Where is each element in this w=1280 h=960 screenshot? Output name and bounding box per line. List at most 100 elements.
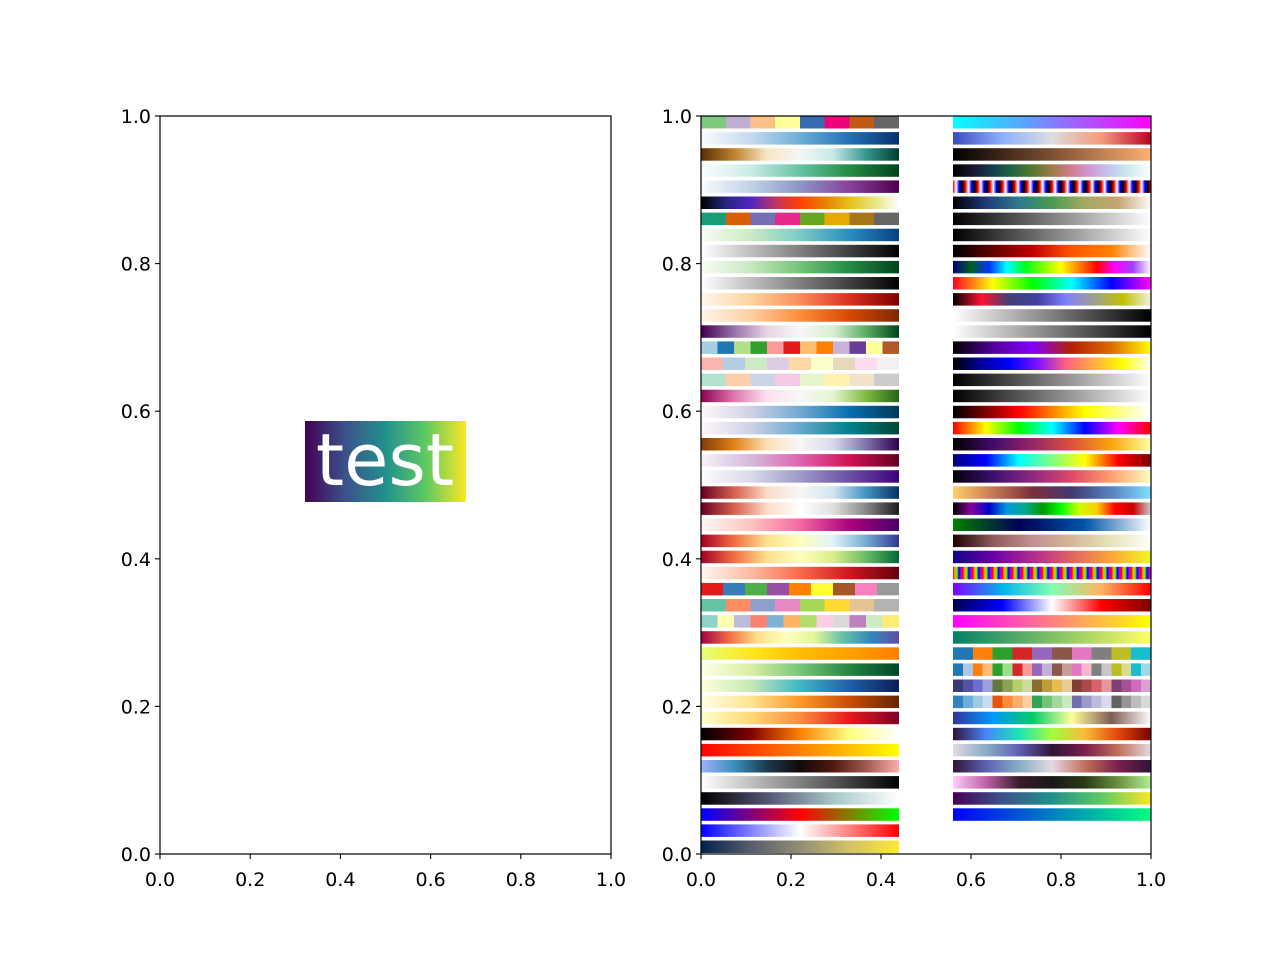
colormap-strip bbox=[953, 566, 1151, 580]
colormap-strip bbox=[701, 599, 899, 612]
y-tick-label: 0.6 bbox=[662, 401, 692, 423]
y-tick-label: 0.0 bbox=[121, 844, 151, 866]
y-tick-label: 1.0 bbox=[121, 106, 151, 128]
colormap-strip bbox=[701, 808, 899, 821]
colormap-strip bbox=[701, 824, 899, 837]
colormap-strip bbox=[953, 760, 1151, 773]
colormap-strip bbox=[701, 679, 899, 692]
colormap-strip bbox=[953, 373, 1151, 387]
y-tick-label: 0.2 bbox=[662, 696, 692, 718]
colormap-strip bbox=[701, 228, 899, 242]
colormap-strip bbox=[953, 454, 1151, 467]
colormap-strip bbox=[701, 180, 899, 193]
colormap-strip bbox=[953, 148, 1151, 161]
colormap-strip bbox=[953, 518, 1151, 531]
colormap-strip bbox=[701, 212, 899, 226]
colormap-strip bbox=[701, 550, 899, 564]
colormap-strip bbox=[701, 582, 899, 596]
colormap-strip bbox=[953, 808, 1151, 821]
colormap-strip bbox=[953, 260, 1151, 274]
x-tick-label: 0.8 bbox=[1046, 869, 1076, 891]
axes-frame bbox=[700, 115, 1152, 855]
colormap-strip bbox=[953, 196, 1151, 209]
colormap-strip bbox=[701, 405, 899, 419]
colormap-strip bbox=[953, 438, 1151, 451]
colormap-strip bbox=[953, 502, 1151, 515]
colormap-strip bbox=[953, 116, 1151, 129]
colormap-strip bbox=[953, 615, 1151, 628]
colormap-strip bbox=[701, 373, 899, 387]
colormap-strip bbox=[953, 631, 1151, 644]
colormap-strip bbox=[701, 148, 899, 161]
colormap-strip bbox=[701, 293, 899, 306]
colormap-strip bbox=[953, 180, 1151, 193]
colormap-strip bbox=[701, 711, 899, 725]
colormap-strip bbox=[701, 518, 899, 531]
colormap-strip bbox=[701, 421, 899, 435]
colormap-strip bbox=[953, 486, 1151, 499]
colormap-strip bbox=[953, 727, 1151, 741]
colormap-strip bbox=[701, 695, 899, 709]
colormap-column-0 bbox=[701, 116, 899, 853]
annotation-text: test bbox=[316, 418, 454, 502]
colormap-strip bbox=[701, 727, 899, 741]
colormap-strip bbox=[953, 164, 1151, 177]
colormap-strip bbox=[953, 293, 1151, 306]
colormap-strip bbox=[953, 244, 1151, 258]
x-tick-label: 0.8 bbox=[506, 869, 536, 891]
colormap-strip bbox=[701, 244, 899, 258]
test-annotation: test bbox=[305, 418, 466, 502]
colormap-strip bbox=[953, 792, 1151, 805]
colormap-strip bbox=[953, 421, 1151, 435]
colormap-strip bbox=[953, 132, 1151, 145]
colormap-strip bbox=[701, 389, 899, 403]
colormap-strip bbox=[701, 277, 899, 290]
colormap-strip bbox=[953, 277, 1151, 290]
colormap-strip bbox=[701, 470, 899, 483]
right-axes: 0.0 0.2 0.4 0.6 0.8 1.0 0.0 0.2 0.4 0.6 0.8 1.0 bbox=[662, 106, 1166, 891]
colormap-strip bbox=[953, 389, 1151, 403]
colormap-column-1 bbox=[953, 116, 1151, 821]
colormap-strip bbox=[953, 679, 1151, 692]
y-tick-label: 0.8 bbox=[662, 254, 692, 276]
y-tick-label: 0.4 bbox=[662, 549, 692, 571]
colormap-strip bbox=[953, 228, 1151, 242]
colormap-strip bbox=[701, 760, 899, 773]
colormap-strip bbox=[953, 325, 1151, 338]
colormap-strip bbox=[701, 357, 899, 370]
colormap-strip bbox=[953, 711, 1151, 725]
colormap-strip bbox=[701, 438, 899, 451]
colormap-strip bbox=[701, 454, 899, 467]
x-tick-label: 0.0 bbox=[686, 869, 716, 891]
y-tick-label: 1.0 bbox=[662, 106, 692, 128]
x-tick-label: 0.2 bbox=[776, 869, 806, 891]
colormap-strip bbox=[701, 196, 899, 209]
colormap-strip bbox=[701, 116, 899, 129]
x-tick-label: 0.0 bbox=[145, 869, 175, 891]
y-tick-label: 0.4 bbox=[121, 549, 151, 571]
axes-frame bbox=[159, 115, 612, 855]
colormap-strip bbox=[953, 776, 1151, 789]
colormap-strip bbox=[701, 164, 899, 177]
annotation-gradient-box bbox=[305, 421, 466, 502]
colormap-strip bbox=[953, 695, 1151, 709]
x-tick-label: 0.6 bbox=[415, 869, 445, 891]
colormap-strip bbox=[701, 341, 899, 354]
colormap-strip bbox=[701, 309, 899, 322]
colormap-strip bbox=[701, 776, 899, 789]
y-tick-label: 0.2 bbox=[121, 696, 151, 718]
colormap-strip bbox=[701, 132, 899, 145]
colormap-strip bbox=[953, 341, 1151, 354]
colormap-strip bbox=[953, 405, 1151, 419]
colormap-strip bbox=[701, 502, 899, 515]
colormap-strip bbox=[701, 566, 899, 580]
x-tick-label: 1.0 bbox=[1136, 869, 1166, 891]
colormap-strip bbox=[701, 325, 899, 338]
colormap-strip bbox=[701, 631, 899, 644]
colormap-strip bbox=[701, 260, 899, 274]
y-tick-label: 0.0 bbox=[662, 844, 692, 866]
colormap-strip bbox=[953, 470, 1151, 483]
x-tick-label: 0.2 bbox=[235, 869, 265, 891]
colormap-strip bbox=[701, 840, 899, 853]
